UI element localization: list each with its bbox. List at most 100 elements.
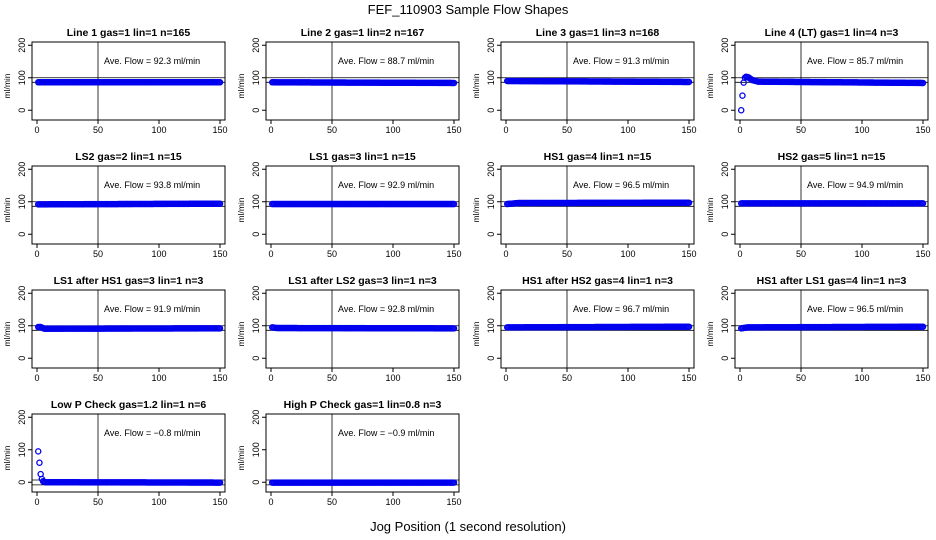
- y-tick-label: 100: [486, 318, 496, 333]
- panel-title: Line 1 gas=1 lin=1 n=165: [67, 27, 191, 39]
- y-axis-label: ml/min: [705, 197, 715, 222]
- x-tick-label: 100: [854, 249, 869, 259]
- x-tick-label: 50: [796, 249, 806, 259]
- panel-13: Low P Check gas=1.2 lin=1 n=6 ml/min Ave. …: [2, 399, 228, 507]
- panel-title: HS1 gas=4 lin=1 n=15: [544, 151, 652, 163]
- x-tick-label: 150: [446, 497, 461, 507]
- x-tick-label: 50: [93, 497, 103, 507]
- data-point: [685, 323, 693, 330]
- y-tick-label: 0: [486, 356, 496, 361]
- y-axis-label: ml/min: [471, 321, 481, 346]
- y-tick-label: 200: [720, 38, 730, 53]
- panel-7: HS1 gas=4 lin=1 n=15 ml/min Ave. Flow = 96…: [471, 151, 697, 259]
- y-axis-label: ml/min: [236, 197, 246, 222]
- y-tick-label: 200: [486, 38, 496, 53]
- x-tick-label: 150: [915, 249, 930, 259]
- plot-frame: [265, 41, 460, 121]
- y-tick-label: 0: [251, 480, 261, 485]
- data-points: [34, 448, 224, 486]
- panel-title: Low P Check gas=1.2 lin=1 n=6: [51, 399, 206, 411]
- plot-frame: [734, 289, 929, 369]
- x-tick-label: 0: [503, 373, 508, 383]
- y-tick-label: 0: [251, 108, 261, 113]
- x-tick-label: 0: [503, 125, 508, 135]
- x-tick-label: 50: [327, 373, 337, 383]
- y-tick-label: 0: [720, 232, 730, 237]
- x-tick-label: 0: [34, 497, 39, 507]
- data-point: [216, 325, 224, 332]
- panel-6: LS1 gas=3 lin=1 n=15 ml/min Ave. Flow = 92…: [236, 151, 462, 259]
- data-points: [268, 200, 458, 208]
- y-axis-label: ml/min: [471, 73, 481, 98]
- average-flow-label: Ave. Flow = 85.7 ml/min: [807, 56, 903, 66]
- y-tick-label: 100: [251, 70, 261, 85]
- y-tick-label: 0: [486, 232, 496, 237]
- y-tick-label: 100: [17, 442, 27, 457]
- panel-title: HS1 after HS2 gas=4 lin=1 n=3: [522, 275, 673, 287]
- data-point: [737, 107, 745, 114]
- x-tick-label: 100: [385, 373, 400, 383]
- data-points: [268, 79, 458, 87]
- y-tick-label: 0: [17, 480, 27, 485]
- panel-title: High P Check gas=1 lin=0.8 n=3: [284, 399, 442, 411]
- x-tick-label: 50: [93, 373, 103, 383]
- x-tick-label: 100: [151, 249, 166, 259]
- x-tick-label: 100: [620, 373, 635, 383]
- data-point: [216, 200, 224, 207]
- x-tick-label: 150: [915, 125, 930, 135]
- panel-title: LS2 gas=2 lin=1 n=15: [75, 151, 182, 163]
- panel-title: HS1 after LS1 gas=4 lin=1 n=3: [757, 275, 907, 287]
- y-tick-label: 0: [251, 356, 261, 361]
- panel-title: Line 2 gas=1 lin=2 n=167: [301, 27, 425, 39]
- x-tick-label: 100: [151, 125, 166, 135]
- x-tick-label: 150: [915, 373, 930, 383]
- x-tick-label: 150: [681, 249, 696, 259]
- x-tick-label: 50: [562, 373, 572, 383]
- plot-frame: [265, 289, 460, 369]
- y-axis-label: ml/min: [236, 73, 246, 98]
- y-tick-label: 0: [720, 356, 730, 361]
- y-tick-label: 100: [17, 194, 27, 209]
- x-tick-label: 0: [503, 249, 508, 259]
- data-point: [685, 78, 693, 86]
- plot-frame: [31, 41, 226, 121]
- average-flow-label: Ave. Flow = 96.7 ml/min: [573, 304, 669, 314]
- x-tick-label: 0: [737, 249, 742, 259]
- average-flow-label: Ave. Flow = 92.9 ml/min: [338, 180, 434, 190]
- y-tick-label: 100: [720, 70, 730, 85]
- plot-frame: [500, 289, 695, 369]
- data-points: [503, 323, 693, 331]
- plot-frame: [265, 165, 460, 245]
- y-axis-label: ml/min: [2, 73, 12, 98]
- panel-title: Line 3 gas=1 lin=3 n=168: [536, 27, 660, 39]
- x-tick-label: 150: [212, 125, 227, 135]
- x-tick-label: 0: [268, 125, 273, 135]
- y-axis-label: ml/min: [236, 445, 246, 470]
- x-tick-label: 0: [34, 373, 39, 383]
- data-point: [739, 92, 746, 99]
- x-tick-label: 0: [34, 249, 39, 259]
- panel-8: HS2 gas=5 lin=1 n=15 ml/min Ave. Flow = 94…: [705, 151, 931, 259]
- data-point: [450, 479, 458, 486]
- x-tick-label: 50: [327, 497, 337, 507]
- x-tick-label: 0: [268, 497, 273, 507]
- average-flow-label: Ave. Flow = −0.9 ml/min: [338, 428, 434, 438]
- data-points: [503, 199, 693, 208]
- panel-4: Line 4 (LT) gas=1 lin=4 n=3 ml/min Ave. Fl…: [705, 27, 931, 135]
- data-points: [503, 77, 693, 86]
- data-points: [737, 323, 927, 332]
- data-point: [919, 200, 927, 207]
- plot-frame: [265, 413, 460, 493]
- y-tick-label: 0: [720, 108, 730, 113]
- average-flow-label: Ave. Flow = 93.8 ml/min: [104, 180, 200, 190]
- y-tick-label: 200: [17, 286, 27, 301]
- average-flow-label: Ave. Flow = 92.8 ml/min: [338, 304, 434, 314]
- y-axis-label: ml/min: [2, 321, 12, 346]
- y-tick-label: 0: [251, 232, 261, 237]
- x-tick-label: 100: [385, 125, 400, 135]
- x-tick-label: 150: [212, 373, 227, 383]
- panel-title: HS2 gas=5 lin=1 n=15: [778, 151, 886, 163]
- figure-title: FEF_110903 Sample Flow Shapes: [367, 2, 569, 17]
- x-tick-label: 0: [268, 249, 273, 259]
- x-tick-label: 150: [212, 249, 227, 259]
